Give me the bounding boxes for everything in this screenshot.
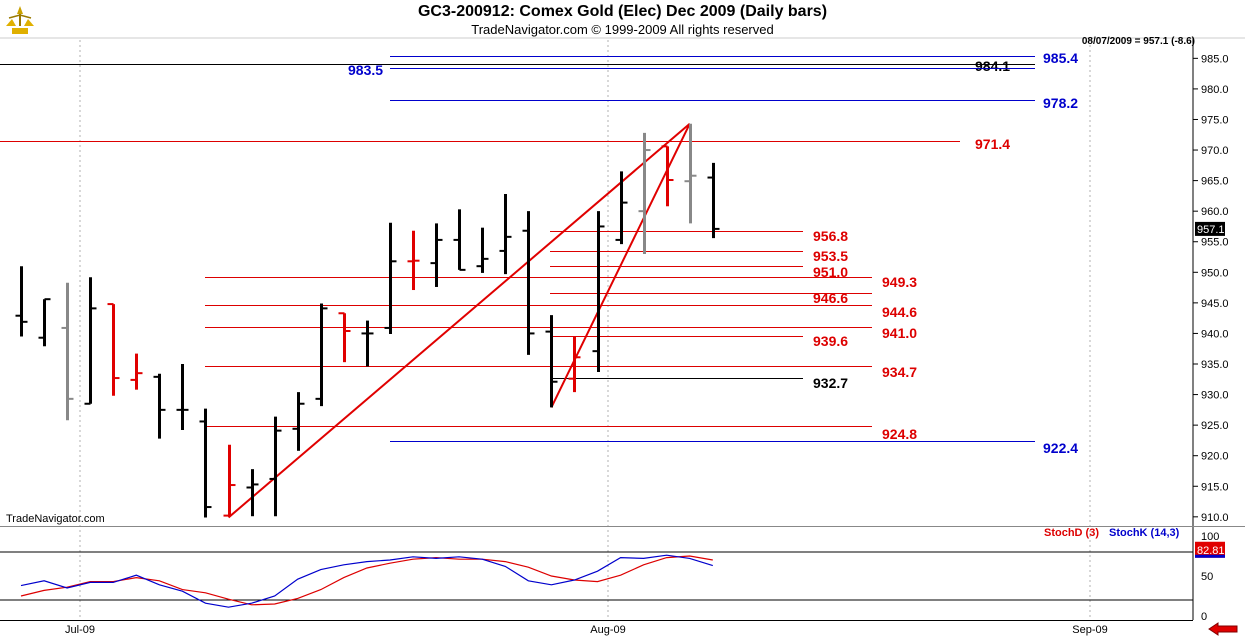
ohlc-bar <box>661 145 674 207</box>
y-tick-label: 930.0 <box>1201 390 1229 402</box>
osc-last-label: 82.81 <box>1197 545 1225 557</box>
level-label: 984.1 <box>975 58 1010 74</box>
y-tick-label: 915.0 <box>1201 481 1229 493</box>
ohlc-bar <box>638 132 651 254</box>
ohlc-bar <box>338 312 351 363</box>
level-label: 924.8 <box>882 426 917 442</box>
y-tick-label: 945.0 <box>1201 298 1229 310</box>
x-tick-label: Aug-09 <box>590 624 625 636</box>
y-tick-label: 940.0 <box>1201 328 1229 340</box>
y-tick-label: 910.0 <box>1201 512 1229 524</box>
x-tick-label: Sep-09 <box>1072 624 1107 636</box>
level-label: 934.7 <box>882 364 917 380</box>
level-label: 983.5 <box>348 62 383 78</box>
y-tick-label: 980.0 <box>1201 84 1229 96</box>
ohlc-bar <box>269 416 282 517</box>
stochd-line <box>20 555 713 606</box>
y-tick-label: 970.0 <box>1201 145 1229 157</box>
ohlc-bar <box>176 364 189 431</box>
arrow-left-icon[interactable] <box>1208 622 1238 636</box>
y-tick-label: 955.0 <box>1201 237 1229 249</box>
level-label: 953.5 <box>813 248 848 264</box>
time-axis: Jul-09 Aug-09 Sep-09 <box>65 624 1108 636</box>
level-label: 922.4 <box>1043 440 1078 456</box>
ohlc-bar <box>15 266 28 337</box>
x-tick-label: Jul-09 <box>65 624 95 636</box>
ohlc-bar <box>107 303 120 396</box>
y-tick-label: 975.0 <box>1201 114 1229 126</box>
ohlc-bar <box>592 211 605 372</box>
level-label: 956.8 <box>813 228 848 244</box>
ohlc-bar <box>246 469 259 517</box>
osc-y-tick-label: 0 <box>1201 611 1207 623</box>
level-label: 932.7 <box>813 375 848 391</box>
copyright-subtitle: TradeNavigator.com © 1999-2009 All right… <box>471 22 774 37</box>
ohlc-bar <box>315 303 328 407</box>
ohlc-bar <box>38 298 51 347</box>
ohlc-bar <box>84 277 97 405</box>
swing-line <box>227 122 691 519</box>
ohlc-bar <box>223 444 236 517</box>
ohlc-bar <box>61 282 74 421</box>
last-price-label: 957.1 <box>1197 224 1225 236</box>
level-label: 951.0 <box>813 264 848 280</box>
ohlc-bar <box>430 223 443 287</box>
watermark-text: TradeNavigator.com <box>6 513 105 525</box>
legend-stochd: StochD (3) <box>1044 527 1099 539</box>
last-price-tag <box>1195 221 1225 236</box>
price-bars <box>15 123 720 518</box>
ohlc-bar <box>361 320 374 367</box>
level-label: 949.3 <box>882 274 917 290</box>
ohlc-bar <box>615 171 628 245</box>
stochastic-panel: 0 50 100 82.81 <box>0 531 1225 623</box>
price-gridlines <box>79 40 1091 620</box>
legend-stochk: StochK (14,3) <box>1109 527 1180 539</box>
price-level-lines: 985.4 984.1 983.5 978.2 971.4 956.8 953.5951.0… <box>0 50 1078 456</box>
ohlc-bar <box>568 336 581 393</box>
stochk-line <box>20 554 713 608</box>
ohlc-bar <box>130 353 143 390</box>
level-label: 946.6 <box>813 290 848 306</box>
gold-bars-logo-icon <box>6 6 34 34</box>
ohlc-bar <box>522 211 535 355</box>
ohlc-bar <box>453 209 466 271</box>
level-label: 939.6 <box>813 333 848 349</box>
ohlc-bar <box>153 373 166 439</box>
level-label: 944.6 <box>882 304 917 320</box>
osc-last-tag-k <box>1195 554 1225 558</box>
y-tick-label: 985.0 <box>1201 53 1229 65</box>
osc-y-tick-label: 50 <box>1201 571 1213 583</box>
ohlc-bar <box>199 408 212 518</box>
ohlc-bar <box>545 315 558 408</box>
y-tick-label: 935.0 <box>1201 359 1229 371</box>
ohlc-bar <box>384 222 397 335</box>
y-tick-label: 950.0 <box>1201 267 1229 279</box>
ohlc-bar <box>476 227 489 273</box>
ohlc-bar <box>684 123 697 224</box>
ohlc-bar <box>499 194 512 275</box>
price-axis: 910.0 915.0 920.0 925.0 930.0 935.0 940.0 945.0… <box>1193 53 1229 524</box>
last-bar-note: 08/07/2009 = 957.1 (-8.6) <box>1081 36 1195 47</box>
osc-y-tick-label: 100 <box>1201 531 1219 543</box>
level-label: 971.4 <box>975 136 1010 152</box>
y-tick-label: 920.0 <box>1201 451 1229 463</box>
ohlc-bar <box>707 162 720 239</box>
y-tick-label: 965.0 <box>1201 176 1229 188</box>
chart-title: GC3-200912: Comex Gold (Elec) Dec 2009 (… <box>417 3 828 20</box>
osc-last-tag <box>1195 541 1225 558</box>
ohlc-bar <box>292 392 305 451</box>
level-label: 941.0 <box>882 325 917 341</box>
y-tick-label: 960.0 <box>1201 206 1229 218</box>
y-tick-label: 925.0 <box>1201 420 1229 432</box>
level-label: 978.2 <box>1043 95 1078 111</box>
ohlc-bar <box>407 230 420 291</box>
level-label: 985.4 <box>1043 50 1078 66</box>
